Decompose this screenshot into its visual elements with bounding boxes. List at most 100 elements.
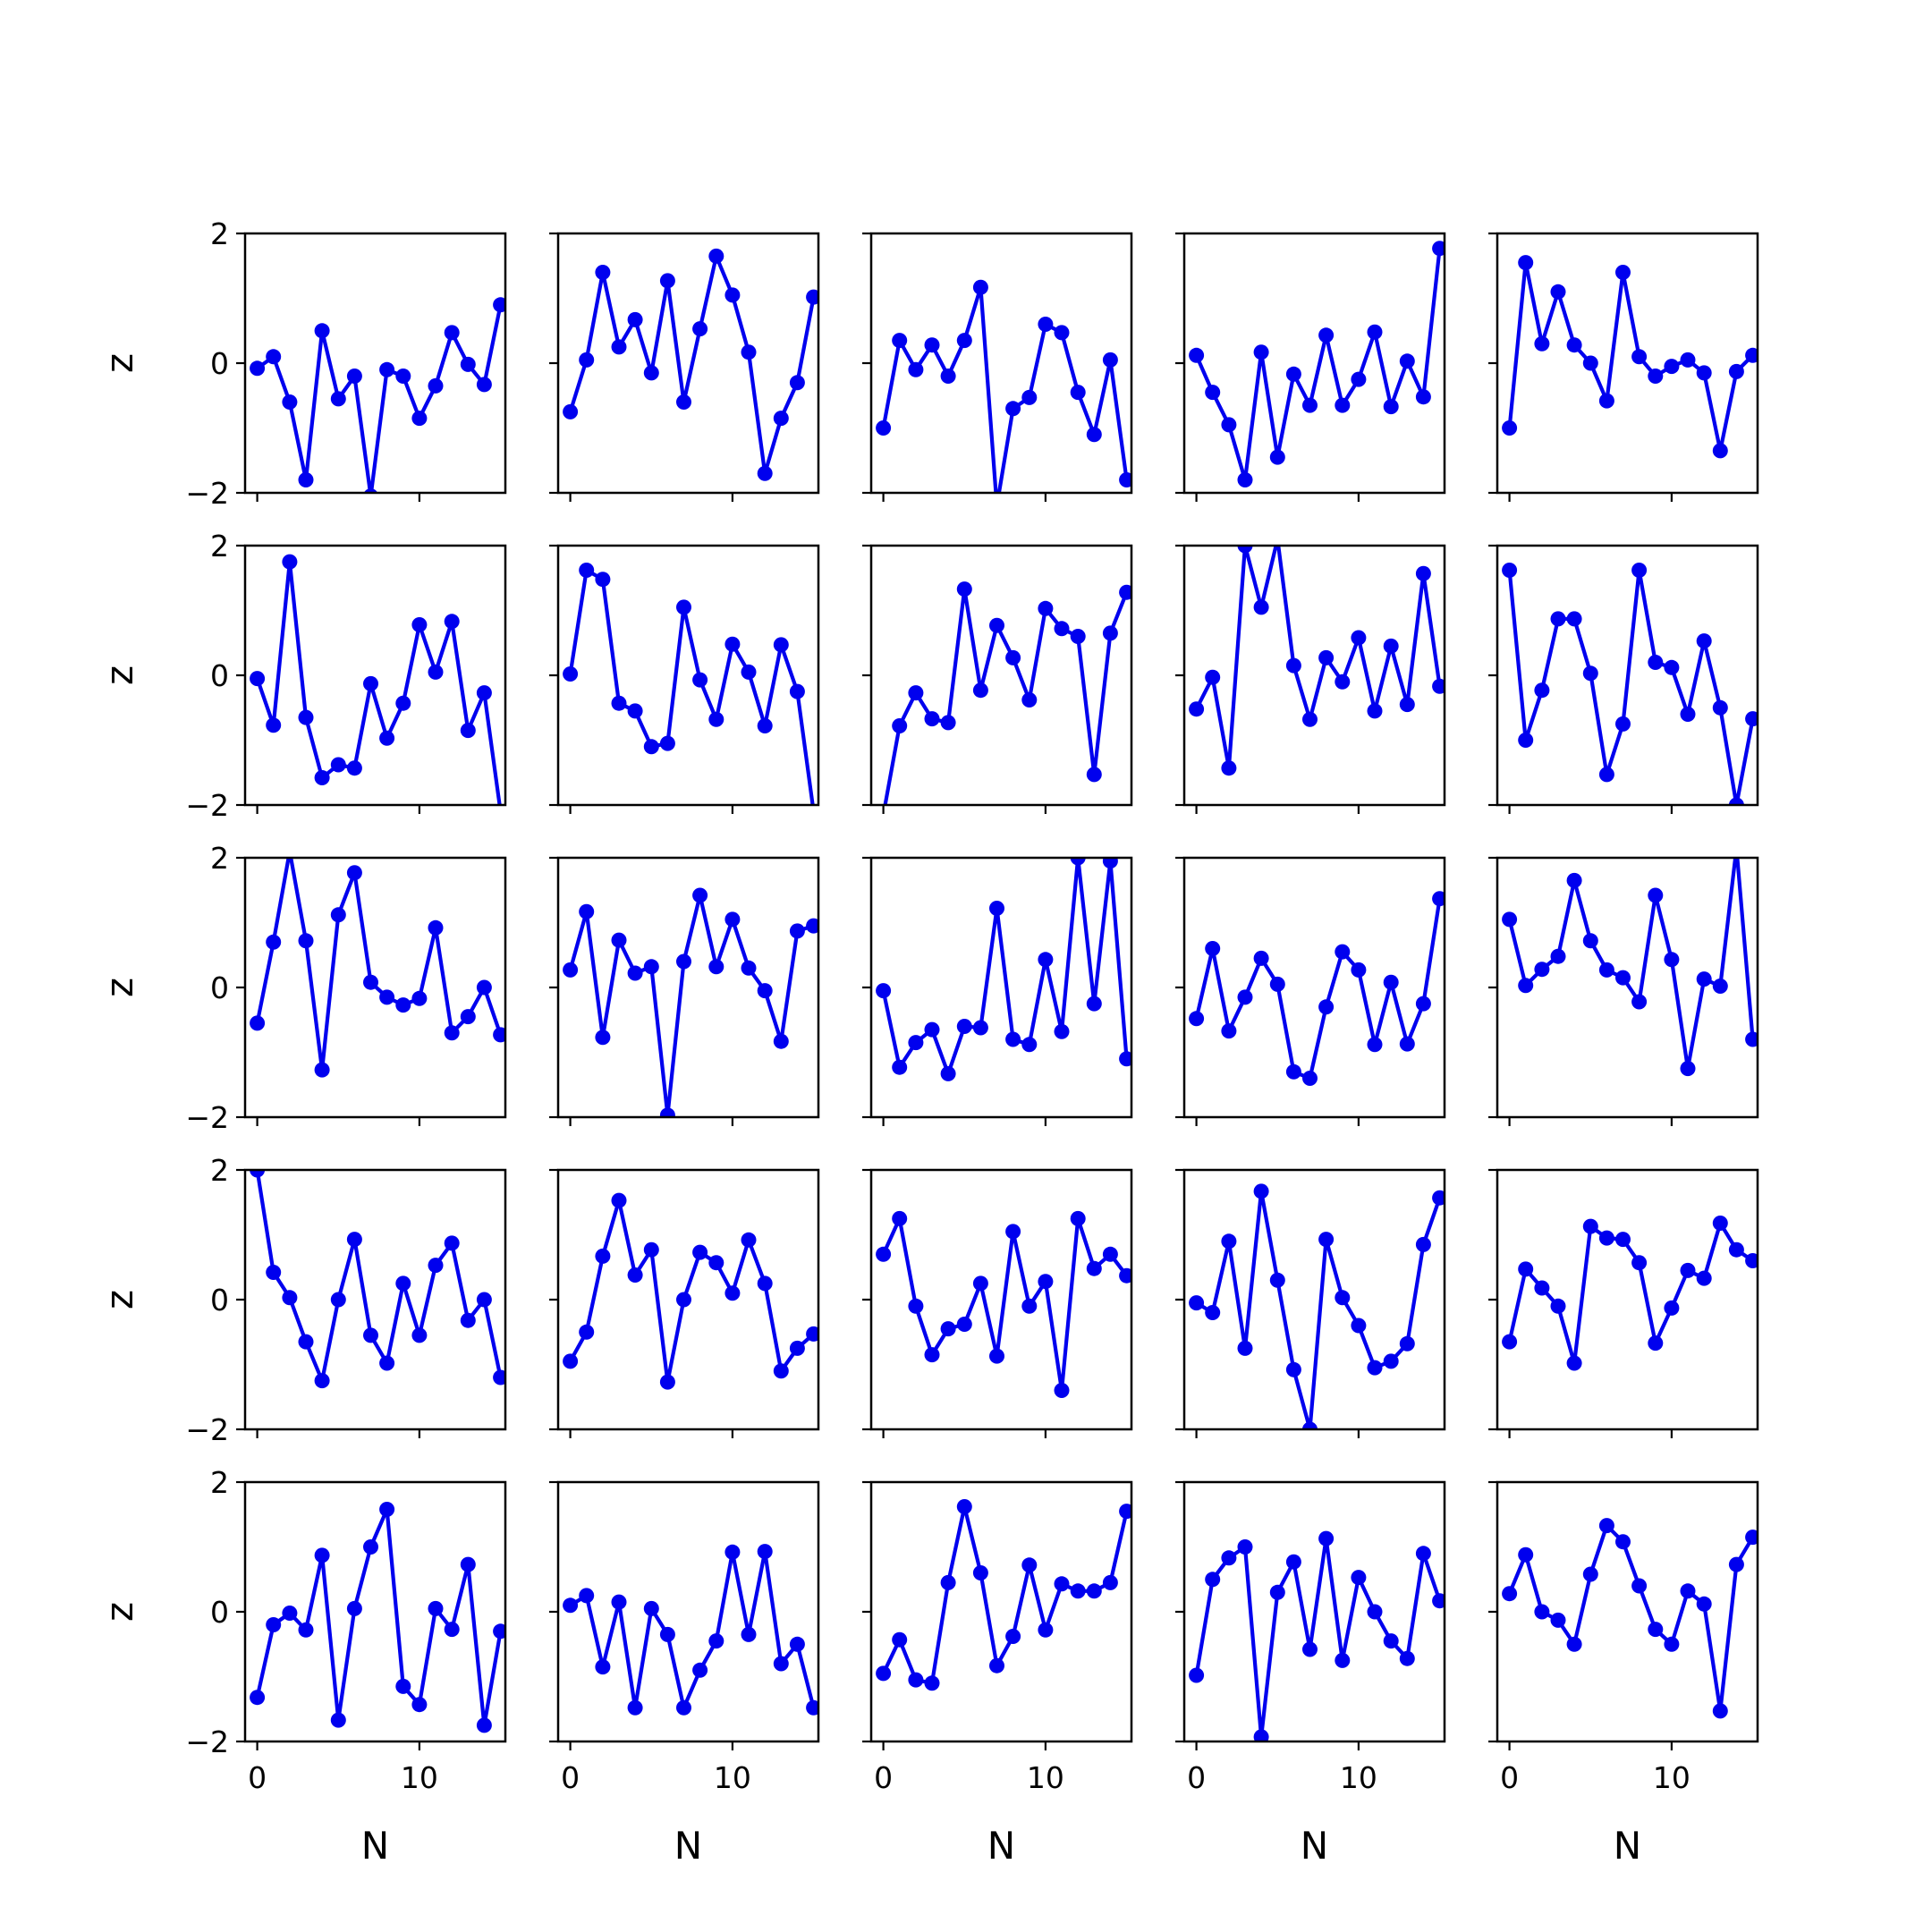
series-group [250,297,505,493]
data-point [876,420,892,436]
data-point [1399,353,1415,369]
axes-frame [1496,1168,1759,1431]
data-point [444,1025,460,1041]
data-point [363,974,378,990]
series-line [1507,858,1755,1071]
series-group [563,1192,818,1390]
data-point [1729,841,1744,856]
data-point [1728,1241,1744,1258]
data-point [627,1699,643,1716]
panel-4-3 [862,1168,1133,1438]
panel-4-4 [1175,1168,1446,1438]
data-point [1038,600,1054,616]
data-point [1335,397,1351,413]
data-point [940,715,956,731]
data-point [1237,546,1253,554]
data-point [741,664,757,680]
data-point [1598,1518,1614,1534]
data-point [1648,887,1664,903]
series-line [568,1198,815,1385]
data-point [1086,1583,1102,1599]
data-point [1021,1037,1038,1053]
data-point [789,375,805,391]
data-point [595,572,611,588]
data-point [1102,1246,1118,1262]
series-group [563,1544,818,1716]
data-point [1383,638,1399,654]
data-point [1696,1270,1712,1286]
data-point [1302,711,1318,727]
data-point [1550,948,1566,964]
data-point [1566,1355,1582,1371]
data-point [741,344,757,360]
data-point [643,1600,659,1616]
data-point [1070,1583,1086,1599]
data-point [773,411,789,427]
x-axis-label: N [361,1824,389,1868]
data-point [563,1353,579,1369]
data-point [1335,1290,1351,1306]
data-point [789,683,805,699]
y-tick-label: 2 [210,841,229,876]
data-point [1582,933,1598,949]
series-group [563,248,818,481]
data-point [1648,655,1664,670]
data-point [1728,1556,1744,1572]
data-point [1302,1071,1318,1086]
data-point [1696,365,1712,381]
data-point [757,983,773,999]
data-point [1502,1334,1518,1350]
data-point [1432,1190,1445,1206]
data-point [1285,1361,1301,1377]
y-axis-label: z [97,665,141,685]
data-point [924,1347,940,1363]
data-point [809,803,818,805]
data-point [1253,344,1269,360]
data-point [892,1059,908,1075]
data-point [1712,1703,1728,1719]
y-tick-label: 2 [210,529,229,564]
data-point [789,1636,805,1652]
data-point [395,1275,411,1292]
panel-3-1: −2 0 2 z [97,841,507,1135]
series-line [1194,1536,1442,1740]
data-point [1005,401,1021,417]
series-line [1194,248,1442,482]
data-point [1432,241,1445,257]
data-point [1615,970,1631,986]
series-line [881,1216,1129,1393]
data-point [1582,1218,1598,1234]
panel-1-2 [549,232,820,502]
data-point [411,1327,428,1343]
series-group [250,554,504,805]
data-point [579,903,595,919]
data-point [1415,1236,1431,1252]
data-point [298,933,314,949]
data-point [460,356,476,372]
data-point [1351,630,1367,646]
data-point [1550,1298,1566,1314]
data-point [1432,678,1445,694]
data-point [1432,891,1445,907]
data-point [708,1633,724,1649]
data-point [1399,1335,1415,1352]
data-point [1237,1539,1253,1555]
data-point [924,1675,940,1691]
series-group [1189,1183,1445,1429]
data-point [892,333,908,349]
x-tick-label: 0 [561,1760,580,1795]
data-point [1399,697,1415,713]
data-point [395,1678,411,1694]
data-point [330,1712,346,1728]
data-point [1502,911,1518,928]
data-point [1205,669,1221,685]
data-point [676,599,691,615]
data-point [1269,449,1285,465]
data-point [460,723,476,739]
x-tick-label: 10 [714,1760,751,1795]
y-tick-label: −2 [185,1412,229,1447]
data-point [1518,1546,1534,1563]
series-group [1502,1216,1758,1371]
data-point [595,1248,611,1264]
data-point [989,617,1004,633]
